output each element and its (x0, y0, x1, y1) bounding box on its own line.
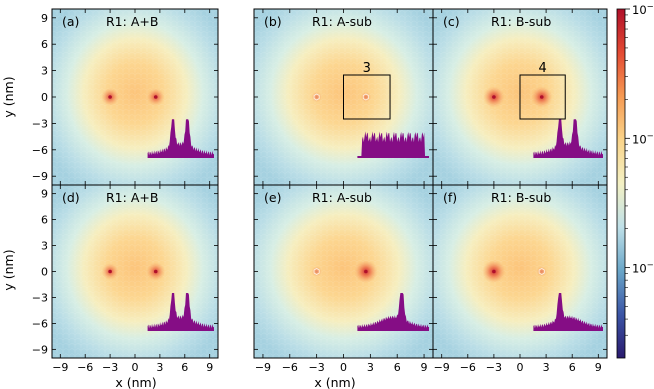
x-tick-label: 0 (517, 361, 524, 374)
panel-letter: (b) (264, 14, 282, 29)
y-tick-label: −9 (32, 170, 48, 183)
x-tick-label: −3 (309, 361, 325, 374)
x-tick-label: −9 (52, 361, 68, 374)
peak-center (492, 95, 496, 99)
x-tick-label: 0 (132, 361, 139, 374)
y-axis-label-bottom: y (nm) (1, 249, 16, 290)
density-peak (536, 266, 548, 277)
panel-title: R1: A-sub (312, 190, 372, 205)
peak-center (492, 269, 496, 274)
hex-site-marker (362, 93, 369, 101)
peak-center (153, 95, 158, 99)
x-tick-label: −3 (486, 361, 502, 374)
panel-title: R1: A+B (106, 190, 158, 205)
panel-3: (d) R1: A+B −9 −9 −6 −6 −3 −3 0 0 3 3 6 6 9 9 (32, 184, 219, 374)
y-tick-label: −3 (32, 291, 48, 304)
hex-site-marker (313, 93, 320, 101)
x-tick-label: −3 (102, 361, 118, 374)
y-axis-label-top: y (nm) (1, 76, 16, 117)
x-tick-label: 3 (543, 361, 550, 374)
x-tick-label: −9 (255, 361, 271, 374)
panel-title: R1: A-sub (312, 14, 372, 29)
x-tick-label: 6 (181, 361, 188, 374)
x-axis-label-1: x (nm) (115, 375, 156, 389)
colorbar-tick-label: 10−1 (632, 2, 654, 17)
x-tick-label: 0 (340, 361, 347, 374)
panel-letter: (f) (443, 190, 457, 205)
x-axis-label-2: x (nm) (314, 375, 355, 389)
y-tick-label: 6 (41, 38, 48, 51)
density-peak (360, 91, 372, 103)
peak-center (539, 95, 544, 99)
zoom-box-label: 3 (363, 61, 371, 76)
colorbar-tick-label: 10−3 (632, 261, 654, 276)
colorbar: 10−3 10−2 10−1 (616, 2, 654, 359)
axis-labels: x (nm) x (nm) y (nm) y (nm) (1, 76, 356, 389)
lattice-texture (52, 185, 218, 358)
y-tick-label: −9 (32, 343, 48, 356)
y-tick-label: −3 (32, 117, 48, 130)
panel-2: 4 (c) R1: B-sub (432, 8, 608, 186)
x-tick-label: 6 (394, 361, 401, 374)
y-tick-label: 0 (41, 91, 48, 104)
lattice-texture (52, 9, 218, 185)
hex-site-marker (313, 268, 320, 275)
panel-letter: (c) (443, 14, 460, 29)
peak-center (153, 269, 158, 274)
panel-1: 3 (b) R1: A-sub (253, 8, 434, 186)
x-tick-label: 9 (421, 361, 428, 374)
y-tick-label: 9 (41, 188, 48, 201)
panel-4: (e) R1: A-sub −9 −6 −3 0 3 6 9 (253, 184, 434, 374)
lattice-texture (433, 185, 607, 358)
peak-center (108, 95, 112, 99)
density-peak (311, 266, 322, 277)
zoom-box-label: 4 (538, 61, 546, 76)
hex-site-marker (538, 268, 545, 275)
x-tick-label: −9 (434, 361, 450, 374)
y-tick-label: −6 (32, 317, 48, 330)
x-tick-label: 3 (367, 361, 374, 374)
density-peak (311, 91, 322, 103)
x-tick-label: −6 (77, 361, 93, 374)
y-tick-label: −6 (32, 144, 48, 157)
y-tick-label: 0 (41, 266, 48, 279)
x-tick-label: 9 (206, 361, 213, 374)
panel-letter: (a) (62, 14, 79, 29)
y-tick-label: 6 (41, 214, 48, 227)
panel-letter: (e) (264, 190, 281, 205)
x-tick-label: 9 (595, 361, 602, 374)
zoom-box (519, 74, 566, 120)
line-profile-inset (357, 292, 429, 331)
panel-letter: (d) (62, 190, 80, 205)
lattice-texture (254, 185, 433, 358)
x-tick-label: −6 (282, 361, 298, 374)
panel-5: (f) R1: B-sub −9 −6 −3 0 3 6 9 (432, 184, 608, 374)
y-tick-label: 3 (41, 240, 48, 253)
colorbar-tick-label: 10−2 (632, 131, 654, 146)
panel-0: (a) R1: A+B −9 −6 −3 0 3 6 9 (32, 8, 219, 186)
panel-title: R1: B-sub (491, 14, 551, 29)
line-profile-inset (533, 119, 603, 158)
y-tick-label: 9 (41, 12, 48, 25)
panel-title: R1: B-sub (491, 190, 551, 205)
line-profile-inset (533, 292, 603, 331)
y-tick-label: 3 (41, 65, 48, 78)
zoom-box (343, 74, 391, 120)
x-tick-label: 6 (569, 361, 576, 374)
line-profile-inset (147, 292, 214, 331)
x-tick-label: 3 (156, 361, 163, 374)
line-profile-inset (357, 131, 429, 158)
x-tick-label: −6 (460, 361, 476, 374)
peak-center (108, 269, 112, 274)
colorbar-gradient (616, 8, 626, 359)
panels-group: (a) R1: A+B −9 −6 −3 0 3 6 9 3 (b) R1: A-sub 4 (c) R1:… (32, 8, 608, 374)
panel-title: R1: A+B (106, 14, 158, 29)
line-profile-inset (147, 119, 214, 158)
peak-center (364, 269, 368, 274)
